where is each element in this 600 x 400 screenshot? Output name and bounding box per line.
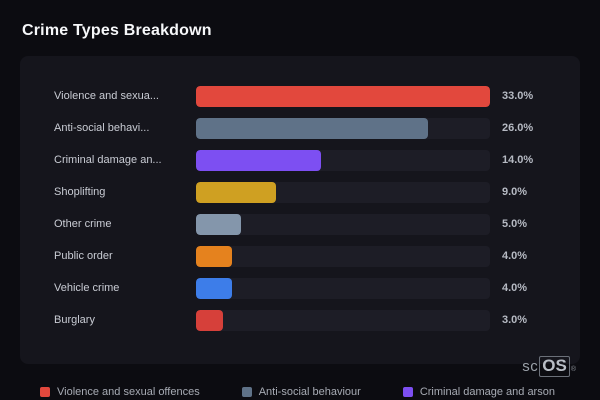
legend-swatch-icon [402,387,413,397]
scos-logo: sc OS ® [522,356,576,377]
legend-item[interactable]: Anti-social behaviour [241,386,361,398]
legend-swatch-icon [40,387,50,397]
legend-item[interactable]: Criminal damage and arson [402,386,555,398]
registered-mark-icon: ® [570,366,576,373]
bar-row: Burglary 3.0% [54,304,548,336]
bar-chart-panel: Violence and sexua... 33.0% Anti-social … [20,56,580,364]
bar-track [196,181,490,203]
bar-row: Violence and sexua... 33.0% [54,80,548,112]
bar-track [196,85,490,107]
bar-category-label: Public order [54,250,113,262]
bar-value-label: 4.0% [502,250,528,262]
bar-fill[interactable] [196,213,241,235]
bar-value-label: 5.0% [502,218,528,230]
bar-category-label: Shoplifting [54,186,106,198]
bar-value-label: 26.0% [502,122,534,134]
bar-fill[interactable] [196,277,232,299]
bar-fill[interactable] [196,245,232,267]
bar-row: Other crime 5.0% [54,208,548,240]
chart-legend: Violence and sexual offences Anti-social… [40,386,580,398]
bar-track [196,213,490,235]
bar-category-label: Criminal damage an... [54,154,162,166]
bar-track [196,149,490,171]
bar-value-label: 33.0% [502,90,534,102]
bar-fill[interactable] [196,85,490,107]
legend-item[interactable]: Violence and sexual offences [40,386,200,398]
bar-value-label: 14.0% [502,154,534,166]
scos-logo-prefix: sc [522,358,539,375]
bar-category-label: Violence and sexua... [54,90,159,102]
legend-label: Violence and sexual offences [57,386,200,398]
bar-value-label: 4.0% [502,282,528,294]
legend-swatch-icon [241,387,252,397]
bar-category-label: Vehicle crime [54,282,120,294]
bar-track [196,277,490,299]
scos-logo-suffix: OS [539,356,570,377]
bar-row: Public order 4.0% [54,240,548,272]
bar-fill[interactable] [196,117,428,139]
bar-fill[interactable] [196,181,277,203]
legend-label: Criminal damage and arson [419,386,555,398]
bar-row: Anti-social behavi... 26.0% [54,112,548,144]
bar-row: Shoplifting 9.0% [54,176,548,208]
bar-row: Criminal damage an... 14.0% [54,144,548,176]
bar-category-label: Anti-social behavi... [54,122,150,134]
bar-track [196,245,490,267]
legend-label: Anti-social behaviour [258,386,361,398]
bar-category-label: Burglary [54,314,95,326]
bar-track [196,117,490,139]
bar-category-label: Other crime [54,218,112,230]
bar-row: Vehicle crime 4.0% [54,272,548,304]
bar-fill[interactable] [196,149,321,171]
bar-value-label: 9.0% [502,186,528,198]
bar-value-label: 3.0% [502,314,528,326]
bar-track [196,309,490,331]
bar-fill[interactable] [196,309,223,331]
page-title: Crime Types Breakdown [22,22,212,39]
